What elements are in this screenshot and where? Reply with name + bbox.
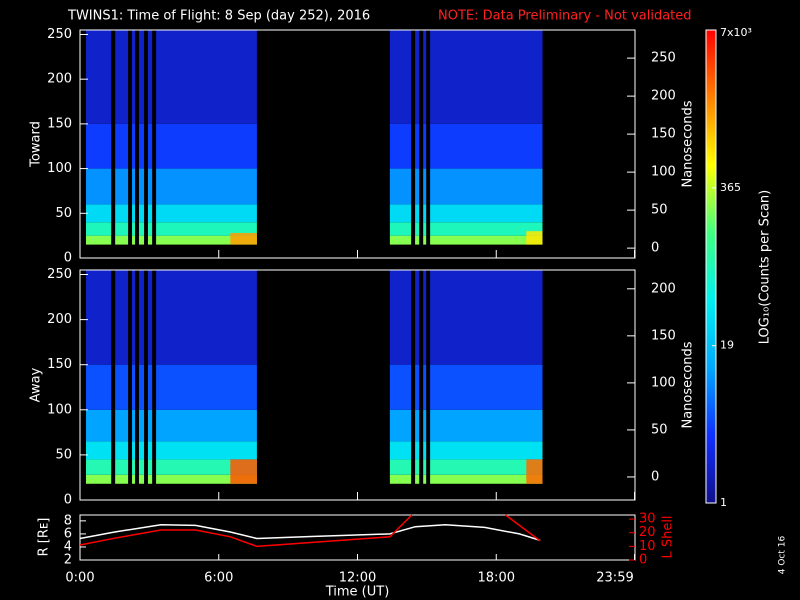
spectrogram-cell <box>389 123 543 169</box>
spectrogram-cell <box>389 235 543 245</box>
data-gap <box>128 30 133 258</box>
spectrogram-cell <box>389 168 543 205</box>
x-axis-label: Time (UT) <box>325 585 390 600</box>
y-axis-label: Toward <box>29 121 44 168</box>
y2-tick-label: 50 <box>651 203 668 218</box>
data-gap <box>128 270 133 500</box>
data-gap <box>144 30 148 258</box>
spectrogram-cell <box>389 270 543 365</box>
note: NOTE: Data Preliminary - Not validated <box>438 9 692 24</box>
x-tick-label: 6:00 <box>204 571 233 586</box>
x-tick-label: 12:00 <box>339 571 376 586</box>
spectrogram-cell <box>389 364 543 410</box>
spectrogram-cell <box>389 30 543 124</box>
spectrogram-cell <box>86 474 257 484</box>
colorbar-tick-label: 1 <box>720 496 727 509</box>
y2-tick-label: 20 <box>639 525 656 540</box>
y2-tick-label: 30 <box>639 512 656 527</box>
y-tick-label: 0 <box>64 251 72 266</box>
y-axis-label: Away <box>29 367 44 402</box>
data-gap <box>426 30 431 258</box>
y2-tick-label: 250 <box>651 51 676 66</box>
y2-tick-label: 0 <box>651 469 659 484</box>
y-tick-label: 0 <box>64 493 72 508</box>
y-tick-label: 200 <box>47 72 72 87</box>
hotspot <box>526 231 543 245</box>
data-gap <box>111 270 116 500</box>
y2-tick-label: 100 <box>651 165 676 180</box>
series-line <box>79 514 541 548</box>
y2-tick-label: 0 <box>639 553 647 568</box>
y-tick-label: 2 <box>64 553 72 568</box>
y2-axis-label: Nanoseconds <box>681 100 696 187</box>
y-tick-label: 50 <box>55 206 72 221</box>
y-tick-label: 6 <box>64 526 72 541</box>
y-tick-label: 150 <box>47 116 72 131</box>
y-tick-label: 200 <box>47 312 72 327</box>
data-gap <box>419 30 424 258</box>
hotspot <box>230 232 257 245</box>
spectrogram-cell <box>86 235 257 245</box>
x-tick-label: 23:59 <box>596 571 633 586</box>
y2-tick-label: 150 <box>651 127 676 142</box>
data-gap <box>152 270 157 500</box>
y2-tick-label: 100 <box>651 375 676 390</box>
data-gap <box>144 270 148 500</box>
y-tick-label: 8 <box>64 513 72 528</box>
data-gap <box>135 270 139 500</box>
y2-tick-label: 200 <box>651 281 676 296</box>
colorbar-tick-label: 19 <box>720 339 734 352</box>
colorbar-tick-label: 365 <box>720 181 741 194</box>
y-tick-label: 250 <box>47 27 72 42</box>
data-gap <box>411 30 416 258</box>
y-tick-label: 250 <box>47 267 72 282</box>
date-stamp: 4 Oct 16 <box>778 535 788 574</box>
data-gap <box>135 30 139 258</box>
spectrogram-cell <box>389 474 543 484</box>
panel-frame <box>79 514 636 561</box>
colorbar-label: LOG₁₀(Counts per Scan) <box>758 190 773 345</box>
hotspot <box>230 459 257 484</box>
y2-tick-label: 200 <box>651 89 676 104</box>
data-gap <box>419 270 424 500</box>
y2-tick-label: 150 <box>651 328 676 343</box>
series-line <box>79 524 541 542</box>
colorbar-tick-label: 7x10³ <box>720 26 752 39</box>
colorbar <box>705 29 717 504</box>
spectrogram-cell <box>389 409 543 442</box>
y2-axis-label: Nanoseconds <box>681 341 696 428</box>
y-axis-label: R [Rᴇ] <box>37 518 52 557</box>
y2-tick-label: 50 <box>651 422 668 437</box>
data-gap <box>152 30 157 258</box>
x-tick-label: 0:00 <box>65 571 94 586</box>
y-tick-label: 150 <box>47 357 72 372</box>
data-gap <box>111 30 116 258</box>
y-tick-label: 100 <box>47 402 72 417</box>
y2-axis-label: L Shell <box>661 515 676 558</box>
y-tick-label: 100 <box>47 161 72 176</box>
y2-tick-label: 10 <box>639 539 656 554</box>
title: TWINS1: Time of Flight: 8 Sep (day 252),… <box>67 9 370 24</box>
x-tick-label: 18:00 <box>478 571 515 586</box>
y-tick-label: 50 <box>55 447 72 462</box>
y-tick-label: 4 <box>64 539 72 554</box>
y2-tick-label: 0 <box>651 241 659 256</box>
hotspot <box>526 459 543 484</box>
data-gap <box>426 270 431 500</box>
data-gap <box>411 270 416 500</box>
